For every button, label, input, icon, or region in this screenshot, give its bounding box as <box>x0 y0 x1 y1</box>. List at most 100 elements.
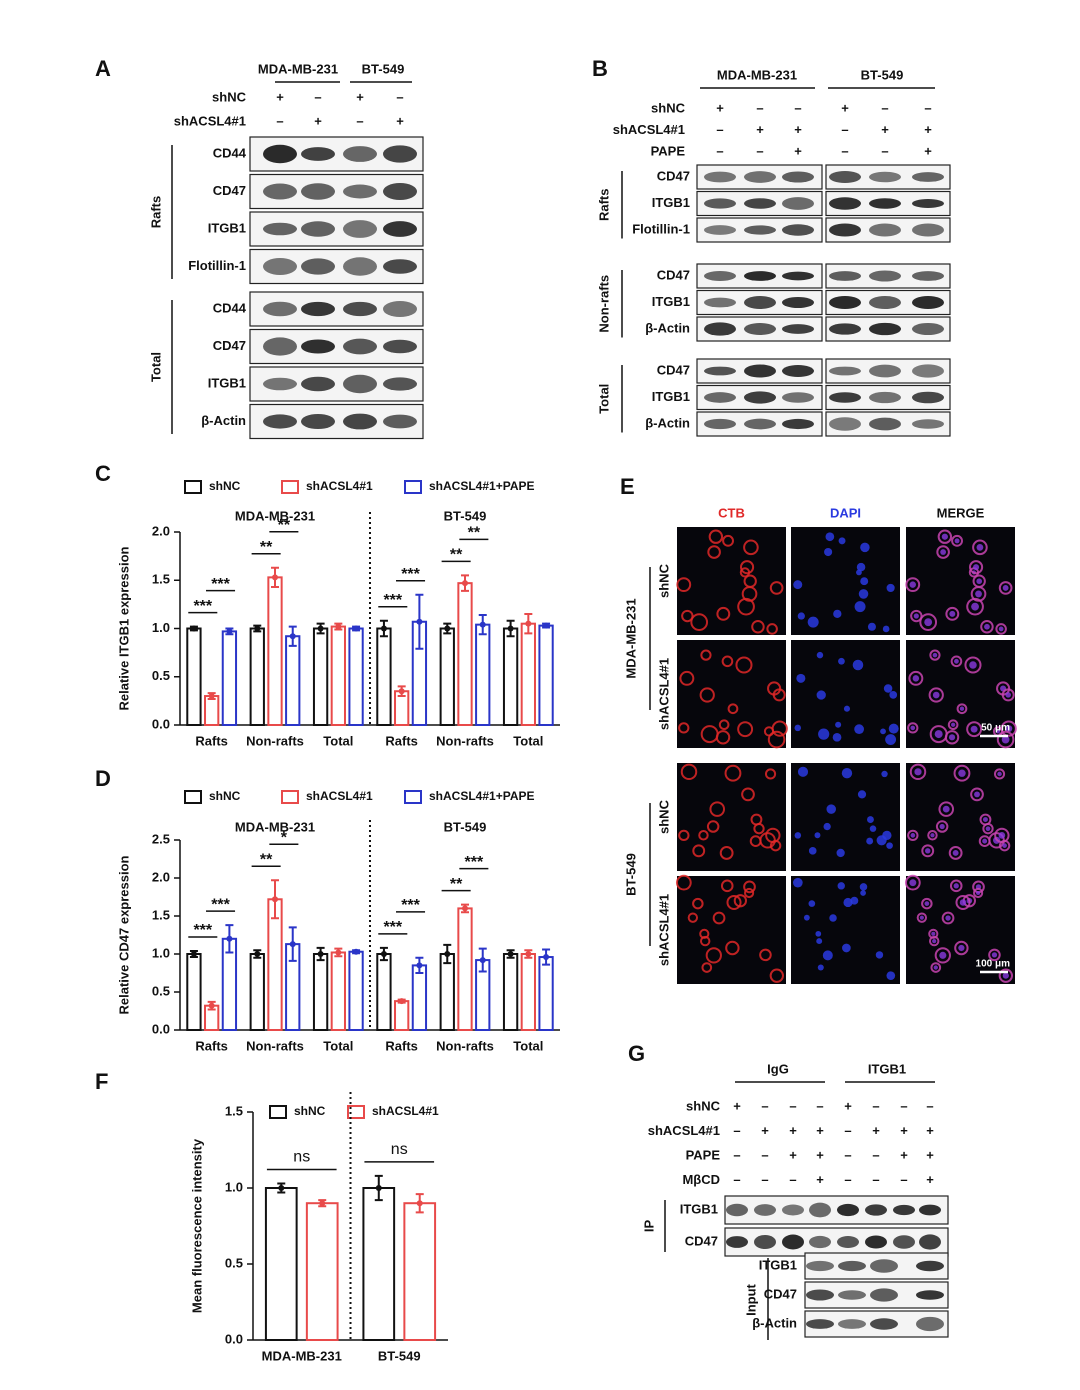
label: Input <box>743 1283 758 1315</box>
bar <box>312 953 329 1031</box>
label: Mean fluorescence intensity <box>189 1138 204 1313</box>
label: CD44 <box>213 145 247 160</box>
label: ** <box>468 525 481 542</box>
nucleus <box>1005 692 1011 698</box>
label: + <box>816 1123 824 1138</box>
label: – <box>841 143 848 158</box>
band <box>919 1234 941 1250</box>
band <box>838 1290 866 1300</box>
label: BT-549 <box>362 61 405 76</box>
label: shNC <box>656 563 671 598</box>
label: + <box>314 113 322 128</box>
label: 1.5 <box>152 572 170 587</box>
label: – <box>926 1098 933 1113</box>
label: 0.0 <box>225 1331 243 1346</box>
mean-dot <box>278 1185 285 1191</box>
band <box>301 258 335 275</box>
nucleus <box>970 725 978 733</box>
nucleus <box>909 879 917 887</box>
label: – <box>872 1172 879 1187</box>
band <box>912 223 944 237</box>
bar <box>312 627 329 726</box>
cell <box>706 820 720 833</box>
band <box>704 271 736 281</box>
nucleus <box>939 823 945 830</box>
label: Non-rafts <box>436 1038 494 1053</box>
nucleus <box>948 734 956 741</box>
nucleus <box>958 944 965 952</box>
cell <box>886 971 896 981</box>
label: + <box>756 122 764 137</box>
label: Total <box>323 1038 353 1053</box>
label: shNC <box>651 100 686 115</box>
cell <box>759 948 772 962</box>
cell <box>680 763 698 781</box>
label: 1.5 <box>152 907 170 922</box>
cell <box>700 649 712 661</box>
band <box>343 413 377 430</box>
label: MDA-MB-231 <box>258 61 338 76</box>
mean-dot <box>543 622 550 629</box>
band <box>912 172 944 182</box>
label: MDA-MB-231 <box>262 1348 342 1363</box>
cell <box>737 721 754 738</box>
cell <box>858 589 869 599</box>
label: β-Actin <box>645 320 690 335</box>
label: IgG <box>767 1061 789 1076</box>
cell <box>698 830 709 841</box>
band <box>869 223 901 237</box>
band <box>912 198 944 209</box>
cell <box>909 763 927 781</box>
label: – <box>733 1123 740 1138</box>
mean-dot <box>335 623 342 630</box>
cell <box>996 730 1015 749</box>
nucleus <box>971 602 979 611</box>
bar <box>267 576 283 726</box>
label: + <box>881 122 889 137</box>
label: shACSL4#1 <box>306 479 373 493</box>
cell <box>882 830 892 841</box>
band <box>263 258 297 275</box>
label: Non-rafts <box>596 275 611 333</box>
bar <box>264 1187 298 1341</box>
band <box>263 377 297 391</box>
label: ** <box>260 851 273 868</box>
label: shACSL4#1 <box>648 1123 720 1138</box>
nucleus <box>1005 725 1013 733</box>
label: – <box>924 100 931 115</box>
label: shACSL4#1+PAPE <box>429 479 535 493</box>
label: shACSL4#1 <box>613 122 685 137</box>
band <box>744 364 776 378</box>
label: 1.0 <box>152 620 170 635</box>
mean-dot <box>254 625 261 632</box>
bar <box>186 627 202 726</box>
band <box>782 392 814 403</box>
nucleus <box>998 832 1006 839</box>
label: + <box>396 113 404 128</box>
band <box>912 364 944 378</box>
cell <box>724 764 742 782</box>
cell <box>823 822 831 831</box>
cell <box>956 703 968 715</box>
band <box>704 225 736 235</box>
cell <box>751 620 765 634</box>
cell <box>764 768 777 780</box>
nucleus <box>941 533 948 540</box>
cell <box>885 734 897 746</box>
cell <box>720 879 734 893</box>
cell <box>794 724 802 732</box>
label: – <box>816 1098 823 1113</box>
cell <box>866 837 874 845</box>
label: – <box>716 143 723 158</box>
cell <box>929 649 941 661</box>
label: + <box>926 1147 934 1162</box>
label: ** <box>278 517 291 534</box>
panel-letter: A <box>95 56 111 81</box>
label: Rafts <box>385 1038 418 1053</box>
cell <box>843 705 851 712</box>
cell <box>743 880 756 894</box>
cell <box>816 938 823 945</box>
band <box>704 392 736 403</box>
label: BT-549 <box>623 853 638 896</box>
nucleus <box>975 590 982 598</box>
